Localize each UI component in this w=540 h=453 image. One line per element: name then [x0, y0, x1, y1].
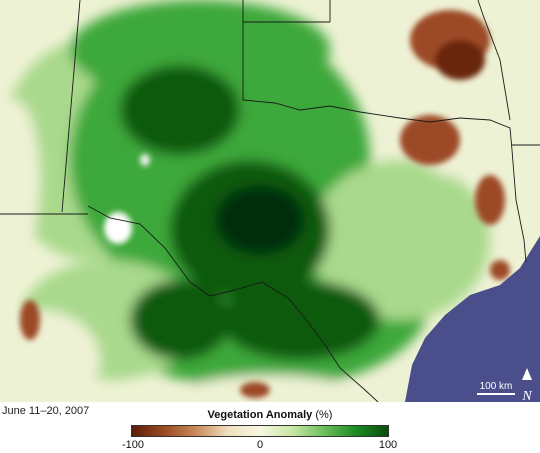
map-canvas: 100 km N — [0, 0, 540, 402]
scale-bar: 100 km — [477, 381, 515, 395]
arkansas-border — [477, 0, 511, 121]
dark-green-south — [220, 280, 380, 360]
legend-unit: (%) — [315, 409, 333, 421]
legend-mid-label: 0 — [256, 439, 264, 451]
dark-green-north — [120, 65, 240, 155]
dark-green-southwest — [130, 280, 230, 360]
louisiana-border — [511, 144, 540, 263]
neutral-region-southwest — [0, 310, 100, 402]
legend-min-label: -100 — [121, 439, 145, 451]
brown-patch-coast — [490, 260, 510, 280]
red-river-border — [242, 99, 513, 151]
neutral-region-west — [0, 100, 40, 260]
white-cloud-small — [140, 154, 150, 166]
brown-patch-upper — [435, 40, 485, 80]
legend-max-label: 100 — [378, 439, 398, 451]
scale-bar-line — [477, 393, 515, 395]
legend-title-text: Vegetation Anomaly — [207, 409, 313, 421]
north-arrow-label: N — [521, 389, 532, 402]
date-label: June 11–20, 2007 — [2, 405, 90, 417]
vegetation-anomaly-map: 100 km N — [0, 0, 540, 402]
rio-grande-border — [87, 205, 379, 402]
brown-patch-red-river — [400, 115, 460, 165]
green-region-east — [310, 160, 490, 320]
white-cloud-patch — [104, 212, 132, 244]
color-bar — [131, 425, 389, 437]
brown-patch-southwest — [20, 300, 40, 340]
north-arrow-icon: N — [521, 368, 532, 402]
scale-bar-label: 100 km — [480, 381, 513, 392]
darkest-green-core — [215, 185, 305, 255]
legend-title: Vegetation Anomaly (%) — [0, 409, 540, 421]
neutral-region-far-south — [180, 375, 360, 402]
brown-patch-east — [475, 175, 505, 225]
texas-new-mexico-border-north — [61, 0, 81, 213]
political-borders — [0, 0, 540, 402]
green-region-north — [70, 0, 330, 100]
brown-patch-south — [240, 382, 270, 398]
